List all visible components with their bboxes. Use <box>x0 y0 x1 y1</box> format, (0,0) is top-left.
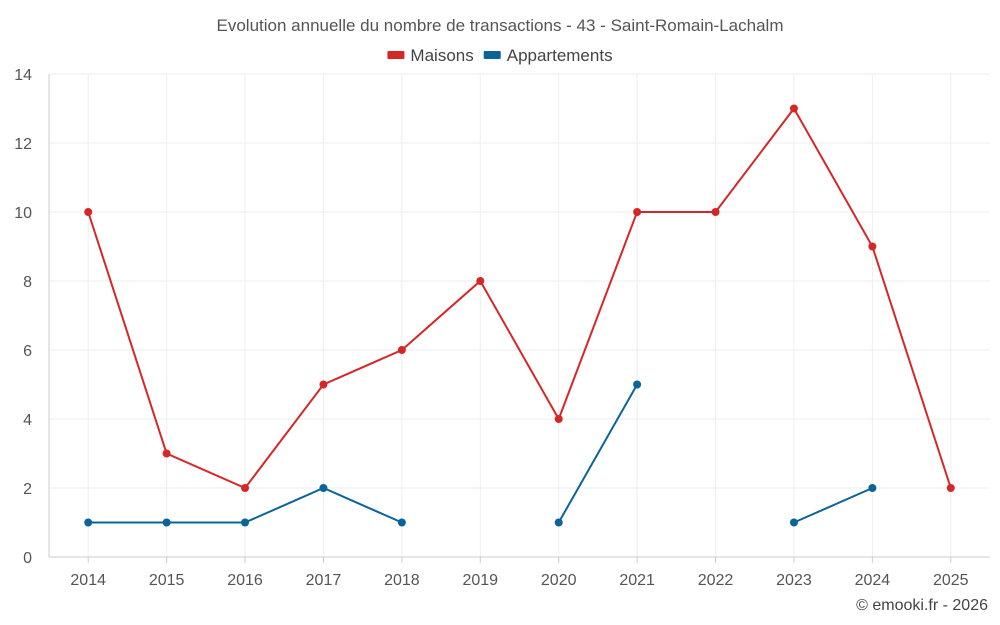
grid <box>49 73 990 557</box>
data-point[interactable] <box>554 415 563 423</box>
x-tick-label: 2021 <box>619 572 655 589</box>
data-point[interactable] <box>162 449 171 458</box>
data-point[interactable] <box>319 484 328 492</box>
data-point[interactable] <box>84 208 93 216</box>
y-tick-label: 10 <box>14 205 32 222</box>
y-tick-label: 8 <box>23 274 32 291</box>
data-point[interactable] <box>789 518 798 527</box>
legend-label: Appartements <box>507 46 613 65</box>
series-line <box>793 487 873 524</box>
data-point[interactable] <box>868 242 877 251</box>
series-line <box>87 106 952 490</box>
data-point[interactable] <box>476 277 485 285</box>
x-tick-label: 2018 <box>384 572 420 589</box>
x-tick-label: 2017 <box>306 572 342 589</box>
x-tick-label: 2024 <box>855 572 891 589</box>
data-point[interactable] <box>397 518 406 527</box>
legend-item-appartements[interactable]: Appartements <box>483 46 613 65</box>
credit-text: © emooki.fr - 2026 <box>856 597 988 614</box>
legend-item-maisons[interactable]: Maisons <box>387 46 474 65</box>
data-point[interactable] <box>554 518 563 527</box>
x-tick-label: 2014 <box>70 572 106 589</box>
data-point[interactable] <box>711 208 720 216</box>
y-tick-label: 0 <box>23 550 32 567</box>
legend-swatch <box>483 51 501 59</box>
data-point[interactable] <box>633 380 642 389</box>
series-appartements <box>84 380 877 527</box>
data-point[interactable] <box>241 518 250 527</box>
axes: 0 2 4 6 8 10 12 14 2014 2015 2016 2017 2018 2019 2020 2… <box>14 67 990 589</box>
data-point[interactable] <box>789 104 798 113</box>
legend-label: Maisons <box>410 46 473 65</box>
data-point[interactable] <box>162 518 171 527</box>
x-tick-label: 2023 <box>776 572 812 589</box>
legend-swatch <box>387 51 405 59</box>
y-tick-label: 4 <box>23 412 32 429</box>
legend: Maisons Appartements <box>387 46 613 65</box>
x-tick-label: 2016 <box>227 572 263 589</box>
x-tick-label: 2025 <box>933 572 969 589</box>
x-tick-label: 2020 <box>541 572 577 589</box>
data-point[interactable] <box>868 484 877 492</box>
series-maisons <box>84 104 955 492</box>
series-line <box>557 384 638 523</box>
y-tick-label: 12 <box>14 136 32 153</box>
data-point[interactable] <box>84 518 93 527</box>
y-tick-label: 14 <box>14 67 32 84</box>
data-point[interactable] <box>241 484 250 492</box>
data-point[interactable] <box>633 208 642 216</box>
x-tick-label: 2022 <box>698 572 734 589</box>
x-tick-label: 2019 <box>462 572 498 589</box>
data-point[interactable] <box>397 346 406 354</box>
series-layer <box>84 104 955 527</box>
x-tick-label: 2015 <box>149 572 185 589</box>
data-point[interactable] <box>319 380 328 389</box>
y-tick-label: 6 <box>23 343 32 360</box>
y-tick-label: 2 <box>23 481 32 498</box>
data-point[interactable] <box>946 484 955 492</box>
chart-title: Evolution annuelle du nombre de transact… <box>217 16 784 35</box>
